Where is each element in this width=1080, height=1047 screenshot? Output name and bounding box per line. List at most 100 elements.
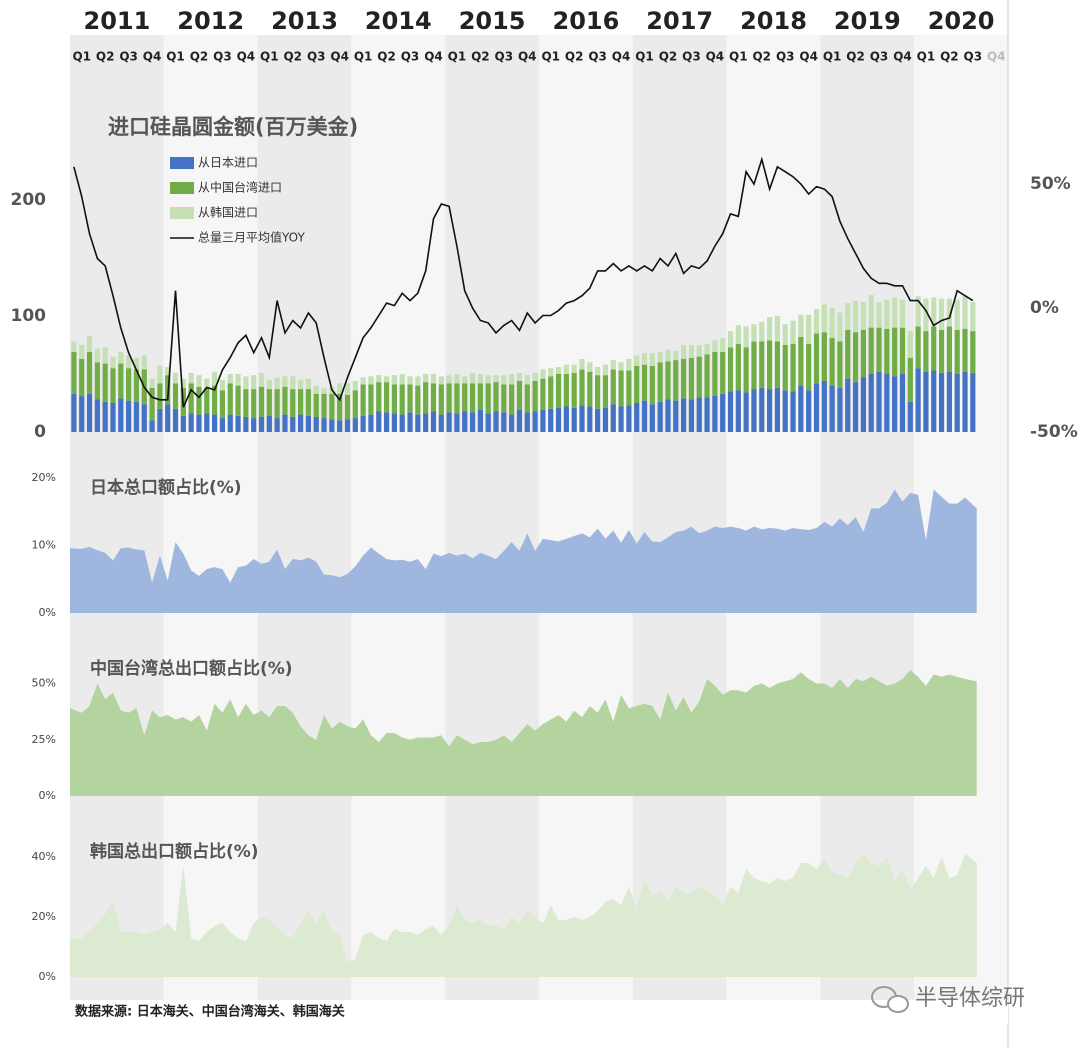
bar-segment [485,375,491,384]
bar-segment [915,368,921,432]
year-band [632,35,727,1000]
bar-segment [915,296,921,327]
year-label: 2020 [928,7,995,35]
bar-segment [219,418,226,432]
bar-segment [829,385,835,432]
bar-segment [266,379,272,390]
legend-label: 从日本进口 [198,156,258,170]
bar-segment [837,312,843,342]
bar-segment [806,390,812,432]
bar-segment [829,338,835,386]
year-band [351,35,446,1000]
bar-segment [641,353,648,365]
quarter-label: Q3 [964,50,983,64]
bar-segment [126,400,132,432]
bar-segment [712,340,718,352]
bar-segment [149,420,155,432]
bar-segment [946,298,952,327]
bar-segment [430,374,437,384]
watermark-icon [871,986,909,1013]
bar-segment [837,387,843,432]
bar-segment [94,399,100,432]
y-tick-label: 0 [34,422,46,442]
bar-segment [423,382,429,414]
bar-segment [86,335,93,352]
bar-segment [430,383,437,412]
bar-segment [501,412,507,432]
bar-segment [407,384,413,413]
bar-segment [954,299,960,330]
bar-segment [555,407,562,432]
bar-segment [329,419,335,432]
bar-segment [766,340,773,390]
bar-segment [485,413,491,432]
bar-segment [782,345,788,391]
year-label: 2012 [177,7,244,35]
bar-segment [165,404,171,432]
bar-segment [649,404,655,432]
legend-label: 从中国台湾进口 [198,180,282,195]
bar-segment [126,355,132,369]
bar-segment [79,358,85,397]
bar-segment [290,376,296,390]
share-area [70,489,977,613]
bar-segment [657,362,663,402]
bar-segment [71,341,77,352]
bar-segment [727,331,734,348]
legend-label: 总量三月平均值YOY [198,230,305,245]
bar-segment [133,369,140,402]
year-label: 2014 [365,7,432,35]
bar-segment [954,329,960,374]
bar-segment [938,372,945,432]
bar-segment [227,383,233,415]
bar-segment [743,347,749,393]
y-tick-label: 0% [39,789,56,802]
quarter-label: Q2 [846,50,865,64]
bar-segment [71,393,77,432]
bar-segment [399,384,405,415]
bar-segment [368,376,374,385]
bar-segment [227,374,233,384]
bar-segment [548,368,554,377]
bar-segment [899,327,906,374]
quarter-label: Q3 [401,50,420,64]
bar-segment [610,360,616,370]
bar-segment [172,383,179,409]
bar-segment [258,386,265,417]
bar-segment [235,415,241,432]
bar-segment [376,375,382,383]
bar-segment [970,372,976,432]
bar-segment [884,374,890,432]
bar-segment [110,356,116,369]
quarter-label: Q1 [635,50,654,64]
year-band [445,35,539,1000]
bar-segment [438,414,444,432]
quarter-label: Q2 [752,50,771,64]
bar-segment [845,378,851,432]
bar-segment [634,365,640,403]
bar-segment [337,383,343,394]
legend-swatch [170,207,194,219]
bar-segment [477,383,483,410]
bar-segment [673,400,679,432]
bar-segment [188,383,194,414]
bar-segment [344,419,351,432]
bar-segment [383,412,390,432]
bar-segment [923,331,929,372]
bar-segment [892,297,898,328]
bar-segment [423,374,429,383]
bar-segment [579,369,585,406]
y-tick-label: 20% [32,471,56,484]
bar-segment [430,411,437,432]
yoy-line [73,156,974,408]
bar-segment [477,374,483,384]
bar-segment [86,393,93,432]
bar-segment [446,375,452,384]
bar-segment [649,365,655,405]
bar-segment [266,415,272,432]
bar-segment [681,398,687,432]
bar-segment [743,392,749,432]
bar-segment [751,341,757,390]
bar-segment [251,389,257,419]
bar-segment [602,375,609,408]
